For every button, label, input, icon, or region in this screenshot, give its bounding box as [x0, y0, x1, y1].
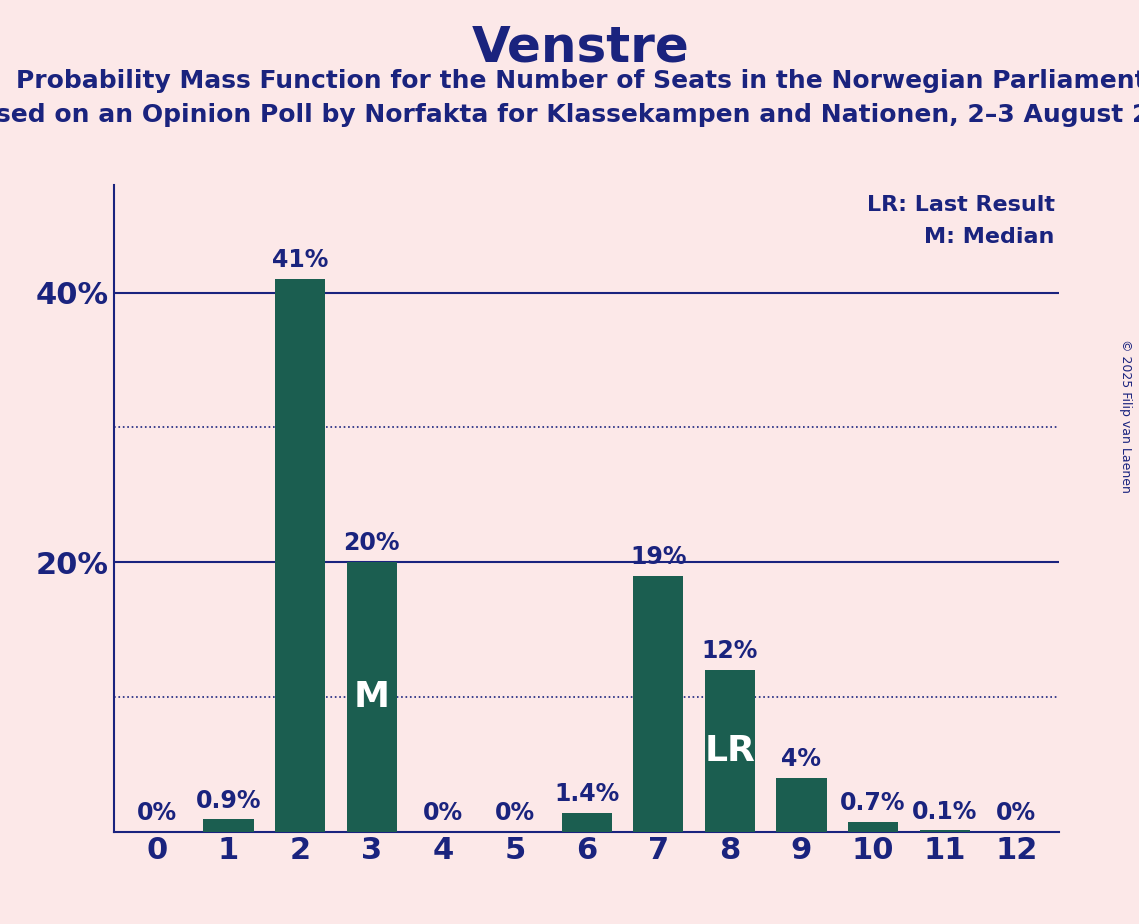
- Bar: [562, 813, 612, 832]
- Text: 0.1%: 0.1%: [912, 799, 977, 823]
- Text: LR: Last Result: LR: Last Result: [867, 194, 1055, 214]
- Bar: [633, 576, 683, 832]
- Text: 19%: 19%: [630, 545, 687, 569]
- Text: 0.7%: 0.7%: [841, 792, 906, 816]
- Bar: [849, 822, 899, 832]
- Text: 41%: 41%: [272, 249, 328, 273]
- Text: Based on an Opinion Poll by Norfakta for Klassekampen and Nationen, 2–3 August 2: Based on an Opinion Poll by Norfakta for…: [0, 103, 1139, 128]
- Bar: [705, 670, 755, 832]
- Text: Venstre: Venstre: [472, 23, 690, 71]
- Text: 0%: 0%: [137, 801, 177, 825]
- Text: Probability Mass Function for the Number of Seats in the Norwegian Parliament: Probability Mass Function for the Number…: [16, 69, 1139, 93]
- Text: 0%: 0%: [424, 801, 464, 825]
- Text: 1.4%: 1.4%: [554, 782, 620, 806]
- Text: LR: LR: [704, 734, 755, 768]
- Text: 0%: 0%: [495, 801, 535, 825]
- Bar: [204, 820, 254, 832]
- Text: 12%: 12%: [702, 639, 759, 663]
- Bar: [346, 562, 396, 832]
- Bar: [919, 831, 969, 832]
- Text: 0.9%: 0.9%: [196, 789, 261, 813]
- Text: 20%: 20%: [344, 531, 400, 555]
- Text: 4%: 4%: [781, 747, 821, 771]
- Text: © 2025 Filip van Laenen: © 2025 Filip van Laenen: [1118, 339, 1132, 492]
- Text: M: M: [354, 680, 390, 714]
- Bar: [777, 778, 827, 832]
- Bar: [274, 279, 325, 832]
- Text: 0%: 0%: [997, 801, 1036, 825]
- Text: M: Median: M: Median: [924, 226, 1055, 247]
